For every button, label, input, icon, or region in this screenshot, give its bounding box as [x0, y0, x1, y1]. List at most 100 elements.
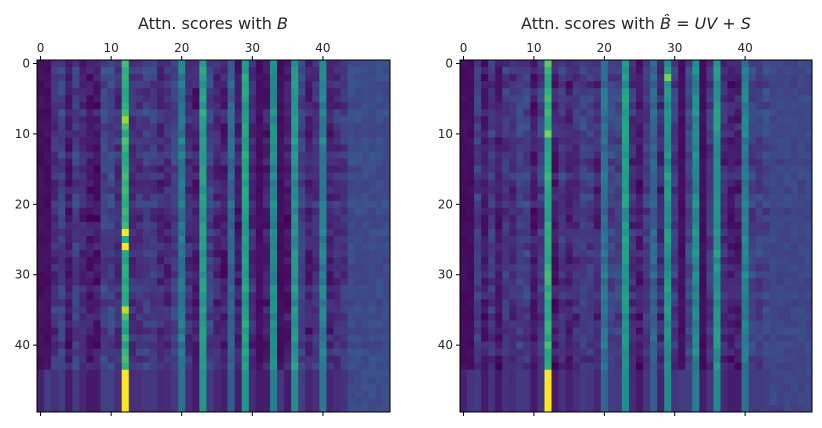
- heatmap-cell: [523, 95, 531, 103]
- heatmap-cell: [692, 214, 700, 223]
- heatmap-cell: [607, 102, 616, 110]
- heatmap-cell: [727, 376, 735, 385]
- heatmap-cell: [565, 200, 574, 209]
- heatmap-cell: [544, 236, 552, 244]
- heatmap-cell: [368, 130, 377, 138]
- heatmap-cell: [558, 228, 566, 237]
- heatmap-cell: [192, 257, 200, 265]
- heatmap-cell: [114, 383, 123, 392]
- heatmap-cell: [121, 102, 130, 110]
- heatmap-cell: [291, 60, 299, 68]
- heatmap-cell: [692, 327, 700, 335]
- heatmap-cell: [713, 74, 721, 82]
- heatmap-cell: [44, 320, 52, 328]
- heatmap-cell: [509, 348, 517, 357]
- heatmap-cell: [516, 228, 524, 237]
- heatmap-cell: [368, 214, 377, 223]
- heatmap-cell: [269, 236, 278, 244]
- heatmap-cell: [523, 285, 531, 293]
- heatmap-cell: [643, 257, 651, 265]
- heatmap-cell: [727, 264, 735, 272]
- heatmap-cell: [135, 81, 144, 89]
- heatmap-cell: [776, 306, 785, 314]
- heatmap-cell: [720, 327, 728, 335]
- heatmap-cell: [706, 355, 714, 364]
- heatmap-cell: [586, 221, 595, 230]
- heatmap-cell: [128, 151, 137, 159]
- heatmap-cell: [481, 271, 489, 279]
- heatmap-cell: [185, 200, 193, 209]
- heatmap-cell: [312, 130, 320, 138]
- heatmap-cell: [804, 67, 813, 75]
- heatmap-cell: [255, 236, 264, 244]
- heatmap-cell: [776, 137, 785, 145]
- heatmap-cell: [37, 306, 45, 314]
- heatmap-cell: [755, 179, 764, 188]
- heatmap-cell: [178, 221, 186, 230]
- heatmap-cell: [551, 292, 559, 300]
- heatmap-cell: [248, 172, 257, 181]
- heatmap-cell: [600, 130, 609, 138]
- heatmap-cell: [664, 306, 672, 314]
- heatmap-cell: [255, 327, 264, 335]
- heatmap-cell: [727, 278, 735, 286]
- y-tick-label: 40: [15, 338, 30, 352]
- heatmap-cell: [107, 404, 116, 413]
- heatmap-cell: [305, 390, 313, 399]
- heatmap-cell: [657, 137, 665, 145]
- heatmap-cell: [213, 186, 221, 195]
- heatmap-cell: [678, 236, 686, 244]
- heatmap-cell: [769, 109, 778, 117]
- heatmap-cell: [804, 102, 813, 110]
- heatmap-cell: [128, 116, 137, 124]
- heatmap-cell: [305, 102, 313, 110]
- heatmap-cell: [467, 271, 475, 279]
- heatmap-cell: [734, 130, 742, 138]
- heatmap-cell: [523, 397, 531, 406]
- heatmap-cell: [86, 193, 94, 202]
- heatmap-cell: [699, 214, 707, 223]
- heatmap-cell: [213, 144, 221, 152]
- heatmap-cell: [319, 60, 327, 68]
- heatmap-cell: [86, 313, 94, 321]
- heatmap-cell: [664, 313, 672, 321]
- heatmap-cell: [643, 144, 651, 152]
- heatmap-cell: [326, 74, 334, 82]
- heatmap-cell: [100, 250, 108, 258]
- heatmap-cell: [790, 397, 799, 406]
- heatmap-cell: [326, 334, 334, 342]
- heatmap-cell: [37, 221, 45, 230]
- heatmap-cell: [305, 95, 313, 103]
- heatmap-cell: [149, 74, 158, 82]
- heatmap-cell: [495, 362, 503, 371]
- heatmap-cell: [157, 327, 165, 335]
- heatmap-cell: [128, 306, 137, 314]
- heatmap-cell: [213, 278, 221, 286]
- heatmap-cell: [368, 306, 377, 314]
- heatmap-cell: [284, 264, 292, 272]
- heatmap-cell: [185, 102, 193, 110]
- heatmap-cell: [762, 214, 771, 223]
- heatmap-cell: [284, 186, 292, 195]
- heatmap-cell: [783, 243, 792, 251]
- heatmap-cell: [51, 257, 59, 265]
- heatmap-cell: [776, 299, 785, 307]
- heatmap-cell: [523, 341, 531, 350]
- heatmap-cell: [460, 369, 468, 378]
- heatmap-cell: [783, 257, 792, 265]
- heatmap-cell: [326, 165, 334, 174]
- heatmap-cell: [368, 179, 377, 188]
- heatmap-cell: [220, 362, 229, 371]
- heatmap-cell: [227, 74, 236, 82]
- heatmap-cell: [565, 207, 574, 216]
- heatmap-cell: [340, 165, 349, 174]
- heatmap-cell: [685, 137, 693, 145]
- heatmap-cell: [671, 200, 679, 209]
- heatmap-cell: [678, 221, 686, 230]
- heatmap-cell: [755, 383, 764, 392]
- heatmap-cell: [305, 376, 313, 385]
- heatmap-cell: [692, 369, 700, 378]
- heatmap-cell: [537, 172, 545, 181]
- heatmap-cell: [375, 404, 384, 413]
- heatmap-cell: [128, 397, 137, 406]
